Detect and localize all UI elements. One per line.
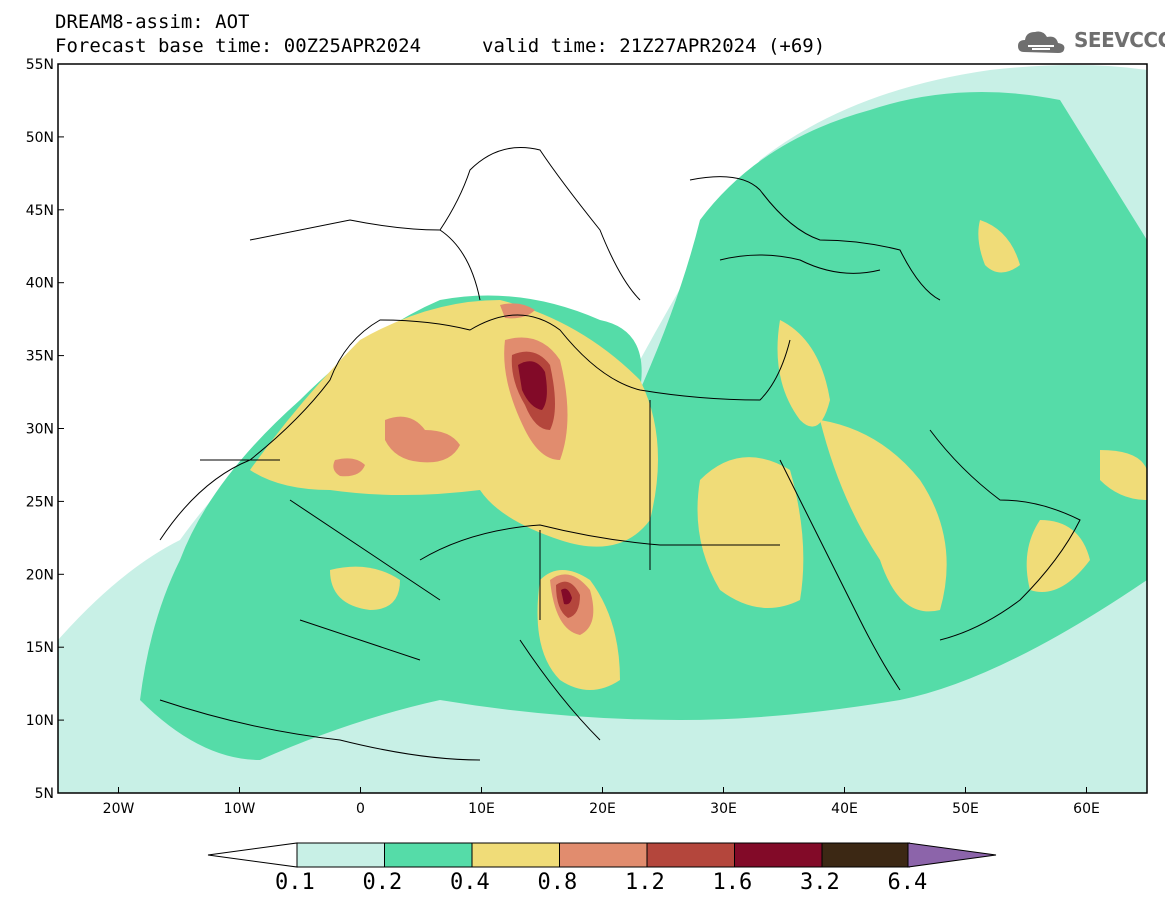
lat-label: 15N: [26, 640, 54, 656]
lat-label: 5N: [35, 786, 54, 802]
colorbar-level-label: 1.6: [712, 870, 753, 895]
lon-label: 10E: [468, 801, 495, 817]
lat-label: 30N: [26, 422, 54, 438]
colorbar-level-label: 3.2: [800, 870, 840, 895]
lon-label: 0: [356, 801, 365, 817]
cloud-icon: [1018, 31, 1065, 53]
colorbar-swatch: [646, 842, 735, 868]
lat-label: 25N: [26, 494, 54, 510]
lon-label: 50E: [952, 801, 979, 817]
lon-label: 60E: [1073, 801, 1100, 817]
colorbar-level-label: 0.8: [537, 870, 578, 895]
longitude-axis: 20W 10W 0 10E 20E 30E 40E 50E 60E: [103, 787, 1100, 817]
aot-fields: [58, 65, 1147, 793]
lat-label: 10N: [26, 713, 54, 729]
lon-label: 20W: [103, 801, 135, 817]
seevccc-logo: [1018, 31, 1065, 53]
lon-label: 10W: [224, 801, 256, 817]
latitude-axis: 55N 50N 45N 40N 35N 30N 25N 20N 15N 10N 5N: [26, 57, 64, 802]
lat-label: 55N: [26, 57, 54, 73]
colorbar-swatch: [559, 842, 648, 868]
logo-text: SEEVCCC: [1074, 28, 1165, 52]
colorbar-level-label: 0.1: [275, 870, 315, 895]
lat-label: 35N: [26, 349, 54, 365]
lon-label: 30E: [710, 801, 737, 817]
colorbar-level-label: 6.4: [887, 870, 928, 895]
colorbar-level-label: 1.2: [625, 870, 665, 895]
forecast-base-time: Forecast base time: 00Z25APR2024: [55, 35, 422, 57]
coastlines: [159, 147, 1081, 761]
colorbar-low-arrow: [207, 842, 298, 868]
colorbar-high-arrow: [907, 842, 997, 868]
lat-label: 50N: [26, 130, 54, 146]
colorbar-swatch: [471, 842, 560, 868]
lon-label: 20E: [589, 801, 616, 817]
colorbar-swatch: [384, 842, 473, 868]
lat-label: 45N: [26, 203, 54, 219]
colorbar-swatch: [296, 842, 385, 868]
valid-time: valid time: 21Z27APR2024 (+69): [482, 35, 826, 57]
lat-label: 20N: [26, 567, 54, 583]
colorbar: [207, 842, 997, 868]
colorbar-swatch: [821, 842, 910, 868]
lon-label: 40E: [831, 801, 858, 817]
colorbar-level-label: 0.2: [362, 870, 403, 895]
colorbar-level-label: 0.4: [450, 870, 490, 895]
colorbar-swatch: [734, 842, 823, 868]
map-title: DREAM8-assim: AOT: [55, 11, 250, 33]
lat-label: 40N: [26, 276, 54, 292]
